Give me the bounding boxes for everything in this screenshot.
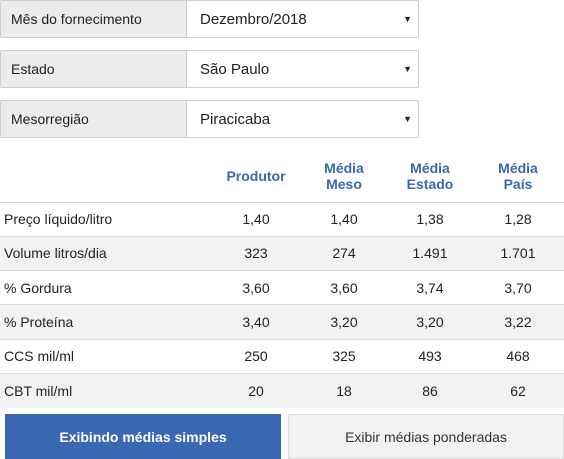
cell-media-estado: 86 [388,372,472,408]
header-media-estado: Média Estado [388,150,472,202]
header-media-estado-text: Média Estado [406,159,454,192]
cell-media-meso: 3,60 [300,270,388,305]
cell-produtor: 3,40 [212,304,300,340]
filter-mes-fornecimento: Mês do fornecimento Dezembro/2018 ▼ [0,0,419,38]
filter-mesorregiao: Mesorregião Piracicaba ▼ [0,100,419,138]
comparison-table: Produtor Média Meso Média Estado Média P… [0,150,564,408]
cell-media-estado: 493 [388,338,472,374]
cell-media-pais: 1.701 [472,235,564,271]
cell-media-estado: 1.491 [388,235,472,271]
cell-media-estado: 1,38 [388,201,472,237]
cell-produtor: 1,40 [212,201,300,237]
table-row: % Gordura 3,60 3,60 3,74 3,70 [0,270,564,305]
caret-down-icon: ▼ [403,14,412,24]
table-row: CCS mil/ml 250 325 493 468 [0,338,564,374]
table-row: % Proteína 3,40 3,20 3,20 3,22 [0,304,564,340]
filter-estado: Estado São Paulo ▼ [0,50,419,88]
caret-down-icon: ▼ [403,114,412,124]
row-label: Preço líquido/litro [0,201,212,237]
cell-media-pais: 468 [472,338,564,374]
filter-label: Mesorregião [1,101,187,137]
cell-produtor: 323 [212,235,300,271]
row-label: CCS mil/ml [0,338,212,374]
cell-media-estado: 3,74 [388,270,472,305]
cell-produtor: 3,60 [212,270,300,305]
table-row: Volume litros/dia 323 274 1.491 1.701 [0,235,564,271]
cell-media-meso: 274 [300,235,388,271]
header-empty [0,150,212,202]
medias-simples-button[interactable]: Exibindo médias simples [5,414,281,459]
header-media-pais-text: Média País [498,159,538,192]
filter-label: Estado [1,51,187,87]
row-label: % Gordura [0,270,212,305]
medias-ponderadas-button[interactable]: Exibir médias ponderadas [288,414,564,459]
select-value: Piracicaba [200,110,271,128]
mes-fornecimento-select[interactable]: Dezembro/2018 ▼ [187,1,418,37]
estado-select[interactable]: São Paulo ▼ [187,51,418,87]
row-label: CBT mil/ml [0,372,212,408]
table-row: CBT mil/ml 20 18 86 62 [0,372,564,408]
cell-media-meso: 325 [300,338,388,374]
header-media-pais: Média País [472,150,564,202]
select-value: Dezembro/2018 [200,10,307,28]
cell-media-meso: 18 [300,372,388,408]
header-media-meso: Média Meso [300,150,388,202]
cell-media-pais: 3,70 [472,270,564,305]
cell-media-pais: 62 [472,372,564,408]
header-media-meso-text: Média Meso [324,159,364,192]
header-produtor: Produtor [226,167,286,184]
cell-media-meso: 1,40 [300,201,388,237]
row-label: % Proteína [0,304,212,340]
mesorregiao-select[interactable]: Piracicaba ▼ [187,101,418,137]
cell-media-meso: 3,20 [300,304,388,340]
table-header-row: Produtor Média Meso Média Estado Média P… [0,150,564,202]
caret-down-icon: ▼ [403,64,412,74]
cell-produtor: 250 [212,338,300,374]
cell-media-pais: 1,28 [472,201,564,237]
row-label: Volume litros/dia [0,235,212,271]
cell-media-pais: 3,22 [472,304,564,340]
table-row: Preço líquido/litro 1,40 1,40 1,38 1,28 [0,201,564,237]
cell-media-estado: 3,20 [388,304,472,340]
cell-produtor: 20 [212,372,300,408]
filter-label: Mês do fornecimento [1,1,187,37]
select-value: São Paulo [200,60,270,78]
